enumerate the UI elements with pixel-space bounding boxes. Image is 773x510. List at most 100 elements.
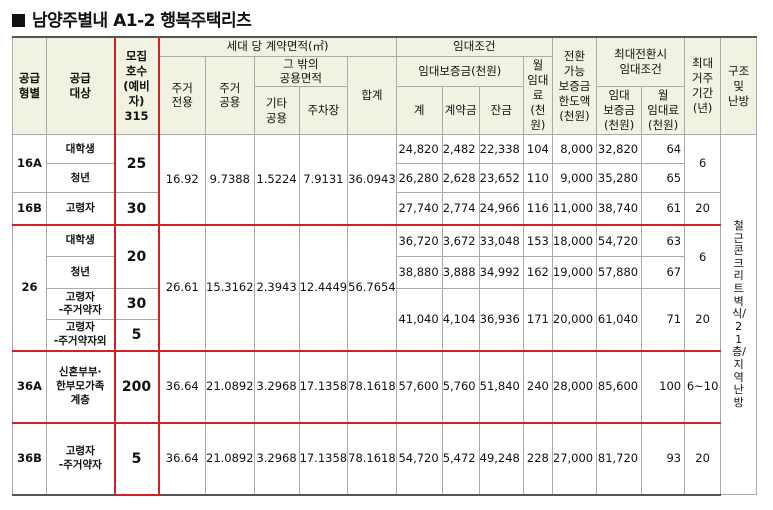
units-cell: 5 xyxy=(113,421,160,496)
header-other-group: 그 밖의 공용면적 xyxy=(253,55,349,88)
balance-cell: 34,992 xyxy=(478,256,524,290)
balance-cell: 22,338 xyxy=(478,134,524,165)
balance-cell: 36,936 xyxy=(478,288,524,352)
type-cell: 16B xyxy=(12,192,47,226)
type-cell: 36A xyxy=(12,349,47,424)
target-cell: 고령자 -주거약자 xyxy=(46,421,115,496)
target-cell: 대학생 xyxy=(46,223,115,258)
header-convert-limit: 전환 가능 보증금 한도액 (천원) xyxy=(551,36,598,136)
header-structure: 구조 및 난방 xyxy=(720,36,758,136)
header-deposit-total: 계 xyxy=(395,86,443,136)
contract-cell: 2,628 xyxy=(441,163,480,194)
max-rent-cell: 100 xyxy=(641,349,686,424)
total-area-cell: 78.1618 xyxy=(347,421,397,496)
period-cell: 6 xyxy=(684,134,722,194)
supply-table: 공급 형별 공급 대상 모집 호수 (예비자) 315 세대 당 계약면적(㎡) … xyxy=(12,36,758,496)
monthly-cell: 228 xyxy=(522,421,553,496)
header-monthly: 월 임대료 (천원) xyxy=(522,55,553,136)
exclusive-cell: 16.92 xyxy=(158,134,206,226)
other-shared-cell: 3.2968 xyxy=(253,421,300,496)
contract-cell: 4,104 xyxy=(441,288,480,352)
other-shared-cell: 3.2968 xyxy=(253,349,300,424)
monthly-cell: 153 xyxy=(522,223,553,258)
parking-cell: 7.9131 xyxy=(298,134,349,226)
limit-cell: 28,000 xyxy=(551,349,598,424)
limit-cell: 18,000 xyxy=(551,223,598,258)
other-shared-cell: 1.5224 xyxy=(253,134,300,226)
square-bullet-icon xyxy=(12,14,25,27)
max-rent-cell: 61 xyxy=(641,192,686,226)
period-cell: 6 xyxy=(684,223,722,290)
header-units: 모집 호수 (예비자) 315 xyxy=(113,36,160,136)
limit-cell: 11,000 xyxy=(551,192,598,226)
header-balance: 잔금 xyxy=(478,86,524,136)
period-cell: 20 xyxy=(684,421,722,496)
header-max-rent: 월 임대료 (천원) xyxy=(641,86,686,136)
limit-cell: 9,000 xyxy=(551,163,598,194)
max-rent-cell: 71 xyxy=(641,288,686,352)
units-total: 315 xyxy=(124,108,149,123)
header-max-period: 최대 거주 기간 (년) xyxy=(684,36,722,136)
monthly-cell: 240 xyxy=(522,349,553,424)
type-cell: 26 xyxy=(12,223,47,352)
balance-cell: 33,048 xyxy=(478,223,524,258)
header-shared: 주거 공용 xyxy=(205,55,255,136)
max-deposit-cell: 32,820 xyxy=(596,134,643,165)
deposit-cell: 54,720 xyxy=(395,421,443,496)
monthly-cell: 171 xyxy=(522,288,553,352)
max-deposit-cell: 38,740 xyxy=(596,192,643,226)
parking-cell: 12.4449 xyxy=(298,223,349,352)
period-cell: 20 xyxy=(684,288,722,352)
header-deposit-group: 임대보증금(천원) xyxy=(395,55,524,88)
max-rent-cell: 67 xyxy=(641,256,686,290)
max-deposit-cell: 61,040 xyxy=(596,288,643,352)
type-cell: 16A xyxy=(12,134,47,194)
balance-cell: 23,652 xyxy=(478,163,524,194)
units-cell: 20 xyxy=(113,223,160,290)
max-rent-cell: 93 xyxy=(641,421,686,496)
header-exclusive: 주거 전용 xyxy=(158,55,206,136)
contract-cell: 5,472 xyxy=(441,421,480,496)
monthly-cell: 116 xyxy=(522,192,553,226)
page-title: 남양주별내 A1-2 행복주택리츠 xyxy=(12,6,252,31)
deposit-cell: 36,720 xyxy=(395,223,443,258)
target-cell: 고령자 xyxy=(46,192,115,226)
total-area-cell: 56.7654 xyxy=(347,223,397,352)
contract-cell: 5,760 xyxy=(441,349,480,424)
target-cell: 청년 xyxy=(46,163,115,194)
parking-cell: 17.1358 xyxy=(298,421,349,496)
contract-cell: 2,482 xyxy=(441,134,480,165)
balance-cell: 51,840 xyxy=(478,349,524,424)
monthly-cell: 110 xyxy=(522,163,553,194)
header-area-group: 세대 당 계약면적(㎡) xyxy=(158,36,397,57)
units-cell: 25 xyxy=(113,134,160,194)
contract-cell: 3,888 xyxy=(441,256,480,290)
exclusive-cell: 36.64 xyxy=(158,421,206,496)
balance-cell: 24,966 xyxy=(478,192,524,226)
shared-cell: 21.0892 xyxy=(205,349,255,424)
shared-cell: 9.7388 xyxy=(205,134,255,226)
max-deposit-cell: 81,720 xyxy=(596,421,643,496)
other-shared-cell: 2.3943 xyxy=(253,223,300,352)
total-area-cell: 78.1618 xyxy=(347,349,397,424)
structure-text: 철근콘크리트벽식/21층/지역난방 xyxy=(732,218,746,409)
target-cell: 신혼부부· 한부모가족 계층 xyxy=(46,349,115,424)
shared-cell: 15.3162 xyxy=(205,223,255,352)
header-target: 공급 대상 xyxy=(46,36,115,136)
balance-cell: 49,248 xyxy=(478,421,524,496)
units-cell: 200 xyxy=(113,349,160,424)
period-cell: 20 xyxy=(684,192,722,226)
units-cell: 5 xyxy=(113,319,160,352)
monthly-cell: 162 xyxy=(522,256,553,290)
exclusive-cell: 36.64 xyxy=(158,349,206,424)
max-deposit-cell: 54,720 xyxy=(596,223,643,258)
header-parking: 주차장 xyxy=(298,86,349,136)
total-area-cell: 36.0943 xyxy=(347,134,397,226)
header-max-group: 최대전환시 임대조건 xyxy=(596,36,686,88)
shared-cell: 21.0892 xyxy=(205,421,255,496)
limit-cell: 27,000 xyxy=(551,421,598,496)
title-text: 남양주별내 A1-2 행복주택리츠 xyxy=(32,11,252,31)
max-rent-cell: 63 xyxy=(641,223,686,258)
header-total-area: 합계 xyxy=(347,55,397,136)
header-other-shared: 기타 공용 xyxy=(253,86,300,136)
